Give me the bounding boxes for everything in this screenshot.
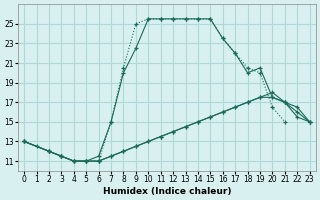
X-axis label: Humidex (Indice chaleur): Humidex (Indice chaleur) <box>103 187 231 196</box>
